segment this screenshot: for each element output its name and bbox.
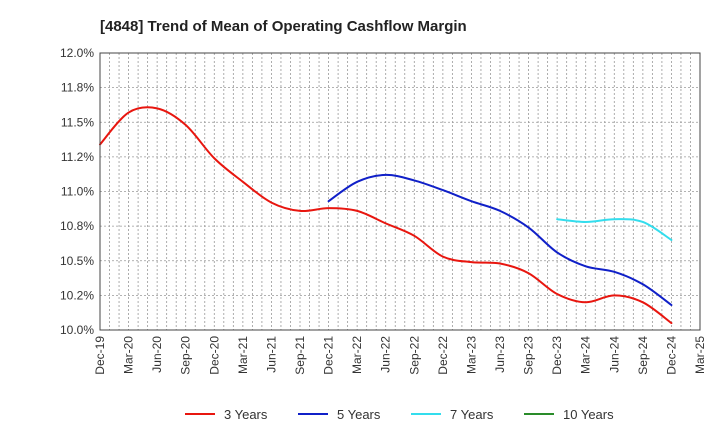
legend-label-3-years: 3 Years (224, 407, 268, 422)
x-tick-label: Mar-25 (693, 336, 707, 374)
series-line-5-years (327, 173, 673, 307)
x-tick-label: Jun-22 (379, 336, 393, 373)
x-tick-label: Sep-23 (522, 336, 536, 375)
x-tick-label: Dec-22 (436, 336, 450, 375)
x-tick-label: Sep-21 (293, 336, 307, 375)
x-tick-label: Mar-23 (464, 336, 478, 374)
x-tick-label: Jun-23 (493, 336, 507, 373)
legend-label-5-years: 5 Years (337, 407, 381, 422)
y-tick-label: 11.2% (61, 150, 94, 164)
legend-label-7-years: 7 Years (450, 407, 494, 422)
series-line-7-years (556, 218, 673, 241)
x-tick-label: Sep-24 (636, 336, 650, 375)
y-tick-label: 10.0% (60, 323, 94, 337)
x-tick-label: Dec-21 (322, 336, 336, 375)
y-tick-label: 11.5% (61, 115, 94, 129)
plot-border (99, 52, 701, 331)
x-tick-label: Sep-20 (179, 336, 193, 375)
y-axis-tick-labels: 10.0% 10.2% 10.5% 10.8% 11.0% 11.2% 11.5% 11.8%… (60, 46, 94, 337)
x-tick-label: Dec-20 (207, 336, 221, 375)
x-tick-label: Dec-24 (664, 336, 678, 375)
chart-title: [4848] Trend of Mean of Operating Cashfl… (100, 18, 467, 35)
y-tick-label: 11.0% (61, 185, 94, 199)
y-tick-label: 12.0% (60, 46, 94, 60)
x-axis-tick-labels: Dec-19 Mar-20 Jun-20 Sep-20 Dec-20 Mar-21 Jun-… (93, 336, 707, 375)
series-line-3-years (99, 106, 673, 325)
x-tick-label: Jun-21 (264, 336, 278, 373)
legend: 3 Years 5 Years 7 Years 10 Years (185, 407, 614, 422)
legend-label-10-years: 10 Years (563, 407, 614, 422)
x-tick-label: Mar-20 (122, 336, 136, 374)
y-tick-label: 10.2% (60, 288, 94, 302)
x-tick-label: Dec-23 (550, 336, 564, 375)
x-tick-label: Mar-21 (236, 336, 250, 374)
series-lines (99, 106, 673, 325)
x-tick-label: Mar-24 (579, 336, 593, 374)
x-tick-label: Dec-19 (93, 336, 107, 375)
x-tick-label: Jun-20 (150, 336, 164, 373)
x-tick-label: Jun-24 (607, 336, 621, 373)
x-tick-label: Mar-22 (350, 336, 364, 374)
y-tick-label: 11.8% (61, 81, 94, 95)
x-tick-label: Sep-22 (407, 336, 421, 375)
y-tick-label: 10.8% (60, 219, 94, 233)
y-tick-label: 10.5% (60, 254, 94, 268)
